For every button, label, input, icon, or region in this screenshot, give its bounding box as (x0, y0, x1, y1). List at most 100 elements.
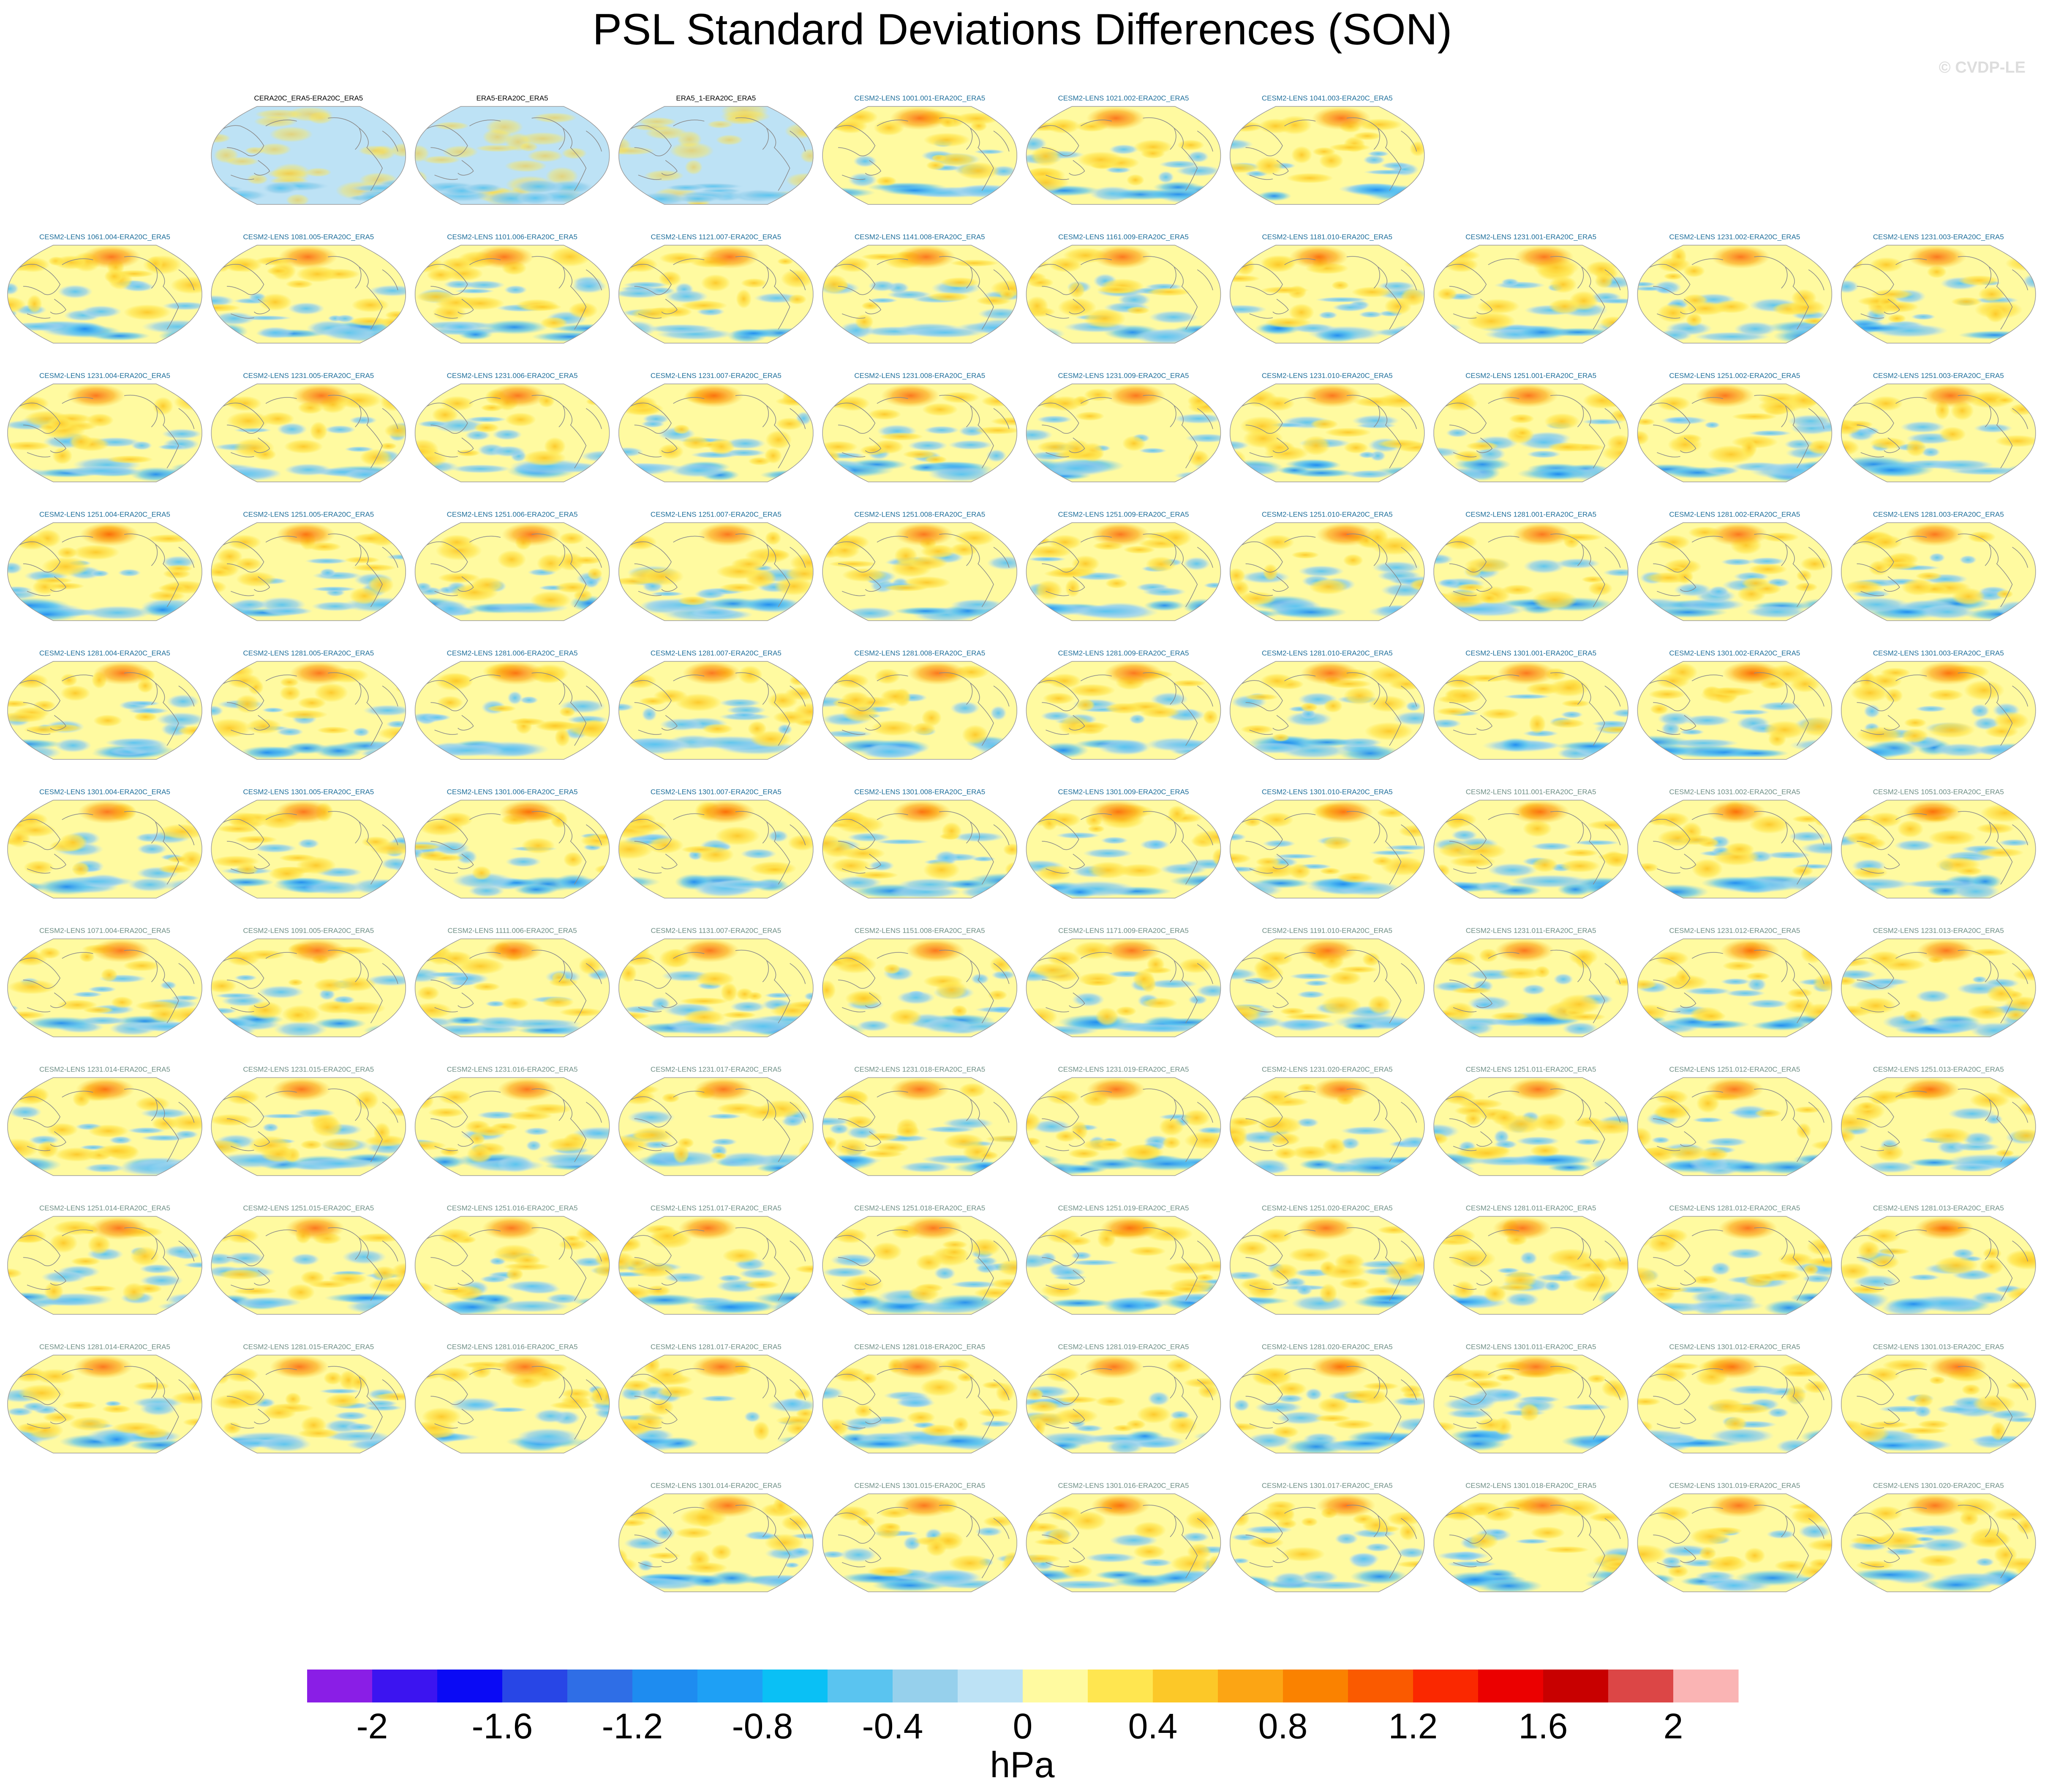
globe-outline (1230, 1354, 1425, 1454)
colorbar-swatch (893, 1670, 958, 1702)
globe-outline (211, 106, 406, 205)
panel-label: CESM2-LENS 1251.009-ERA20C_ERA5 (1058, 511, 1189, 519)
globe-outline (7, 522, 202, 621)
globe-outline (1026, 661, 1221, 760)
colorbar-swatch (1218, 1670, 1283, 1702)
map-panel: CESM2-LENS 1001.001-ERA20C_ERA5 (822, 94, 1017, 205)
map-panel: CESM2-LENS 1301.016-ERA20C_ERA5 (1026, 1482, 1221, 1592)
globe-outline (1841, 1493, 2036, 1592)
map-panel: CESM2-LENS 1251.012-ERA20C_ERA5 (1637, 1066, 1833, 1176)
panel-label: CESM2-LENS 1251.002-ERA20C_ERA5 (1669, 372, 1800, 380)
colorbar-swatch (1413, 1670, 1479, 1702)
globe-outline (822, 938, 1017, 1037)
globe-outline (1026, 383, 1221, 482)
panel-label: CESM2-LENS 1281.001-ERA20C_ERA5 (1465, 511, 1596, 519)
panel-label: CESM2-LENS 1301.007-ERA20C_ERA5 (651, 788, 782, 796)
map-panel: CESM2-LENS 1051.003-ERA20C_ERA5 (1841, 788, 2036, 899)
map-panel: CESM2-LENS 1151.008-ERA20C_ERA5 (822, 927, 1017, 1037)
globe-outline (211, 1354, 406, 1454)
globe-outline (822, 522, 1017, 621)
map-panel: CESM2-LENS 1281.008-ERA20C_ERA5 (822, 649, 1017, 760)
panel-label: CESM2-LENS 1281.005-ERA20C_ERA5 (243, 649, 374, 657)
panel-label: CESM2-LENS 1301.015-ERA20C_ERA5 (854, 1482, 985, 1490)
panel-label: CESM2-LENS 1251.010-ERA20C_ERA5 (1262, 511, 1393, 519)
panel-label: CESM2-LENS 1301.002-ERA20C_ERA5 (1669, 649, 1800, 657)
panel-label: CESM2-LENS 1231.019-ERA20C_ERA5 (1058, 1066, 1189, 1074)
panel-label: CESM2-LENS 1301.009-ERA20C_ERA5 (1058, 788, 1189, 796)
globe-outline (822, 661, 1017, 760)
map-panel: CESM2-LENS 1281.005-ERA20C_ERA5 (211, 649, 406, 760)
globe-outline (1841, 383, 2036, 482)
globe-outline (618, 383, 814, 482)
panel-label: CESM2-LENS 1101.006-ERA20C_ERA5 (447, 233, 577, 241)
panel-label: CESM2-LENS 1031.002-ERA20C_ERA5 (1669, 788, 1800, 796)
globe-outline (414, 1077, 610, 1176)
map-panel: CESM2-LENS 1081.005-ERA20C_ERA5 (211, 233, 406, 344)
panel-label: CESM2-LENS 1301.010-ERA20C_ERA5 (1262, 788, 1393, 796)
map-panel: CESM2-LENS 1301.013-ERA20C_ERA5 (1841, 1343, 2036, 1454)
globe-outline (1026, 1493, 1221, 1592)
globe-outline (1433, 1216, 1628, 1315)
panel-label: CESM2-LENS 1231.001-ERA20C_ERA5 (1465, 233, 1596, 241)
globe-outline (1433, 799, 1628, 899)
colorbar-swatch (1608, 1670, 1674, 1702)
map-panel: ERA5_1-ERA20C_ERA5 (618, 94, 814, 205)
map-panel: CESM2-LENS 1281.014-ERA20C_ERA5 (7, 1343, 202, 1454)
map-panel: CESM2-LENS 1281.018-ERA20C_ERA5 (822, 1343, 1017, 1454)
globe-outline (1026, 1216, 1221, 1315)
watermark: © CVDP-LE (1939, 59, 2026, 76)
map-panel: CESM2-LENS 1281.001-ERA20C_ERA5 (1433, 511, 1628, 621)
map-panel: CESM2-LENS 1301.019-ERA20C_ERA5 (1637, 1482, 1833, 1592)
panel-label: CESM2-LENS 1011.001-ERA20C_ERA5 (1466, 788, 1596, 796)
panel-label: CESM2-LENS 1231.005-ERA20C_ERA5 (243, 372, 374, 380)
globe-outline (1230, 383, 1425, 482)
globe-outline (1637, 938, 1833, 1037)
panel-label: CESM2-LENS 1151.008-ERA20C_ERA5 (855, 927, 985, 935)
globe-outline (1637, 522, 1833, 621)
colorbar-swatch (1088, 1670, 1153, 1702)
panel-label: CESM2-LENS 1231.014-ERA20C_ERA5 (39, 1066, 170, 1074)
colorbar-tick-label: 0.4 (1128, 1706, 1178, 1746)
panel-label: CESM2-LENS 1111.006-ERA20C_ERA5 (448, 927, 577, 935)
colorbar-unit-label: hPa (990, 1745, 1054, 1785)
map-panel: CESM2-LENS 1231.011-ERA20C_ERA5 (1433, 927, 1628, 1037)
panel-label: CESM2-LENS 1301.005-ERA20C_ERA5 (243, 788, 374, 796)
panel-label: CESM2-LENS 1251.007-ERA20C_ERA5 (651, 511, 782, 519)
panel-label: CESM2-LENS 1301.001-ERA20C_ERA5 (1465, 649, 1596, 657)
colorbar-tick-label: -2 (357, 1706, 388, 1746)
map-panel: CESM2-LENS 1281.015-ERA20C_ERA5 (211, 1343, 406, 1454)
colorbar-swatch (502, 1670, 568, 1702)
panel-label: CESM2-LENS 1251.016-ERA20C_ERA5 (447, 1204, 578, 1212)
colorbar-tick-label: -1.2 (602, 1706, 663, 1746)
globe-outline (822, 1216, 1017, 1315)
map-panel: CESM2-LENS 1301.007-ERA20C_ERA5 (618, 788, 814, 899)
map-panel: CESM2-LENS 1301.004-ERA20C_ERA5 (7, 788, 202, 899)
globe-outline (1230, 106, 1425, 205)
colorbar-swatch (307, 1670, 373, 1702)
colorbar-swatch (632, 1670, 698, 1702)
colorbar: -2 -1.6 -1.2 -0.8 -0.4 0 0.4 0.8 1.2 1.6 2 (307, 1670, 1739, 1746)
globe-outline (211, 938, 406, 1037)
map-panel: CESM2-LENS 1091.005-ERA20C_ERA5 (211, 927, 406, 1037)
panel-label: CESM2-LENS 1281.008-ERA20C_ERA5 (854, 649, 985, 657)
panel-label: CESM2-LENS 1231.012-ERA20C_ERA5 (1669, 927, 1800, 935)
map-panel: CESM2-LENS 1281.006-ERA20C_ERA5 (414, 649, 610, 760)
map-panel: CESM2-LENS 1231.002-ERA20C_ERA5 (1637, 233, 1833, 344)
globe-outline (1230, 245, 1425, 344)
panel-label: CESM2-LENS 1251.001-ERA20C_ERA5 (1465, 372, 1596, 380)
colorbar-swatch (762, 1670, 828, 1702)
colorbar-swatch (1283, 1670, 1348, 1702)
map-panel: CESM2-LENS 1251.006-ERA20C_ERA5 (414, 511, 610, 621)
globe-outline (1637, 661, 1833, 760)
panel-label: CESM2-LENS 1281.011-ERA20C_ERA5 (1466, 1204, 1596, 1212)
globe-outline (1230, 522, 1425, 621)
panel-label: CESM2-LENS 1281.016-ERA20C_ERA5 (447, 1343, 578, 1351)
globe-outline (1841, 661, 2036, 760)
panel-label: CESM2-LENS 1251.012-ERA20C_ERA5 (1669, 1066, 1800, 1074)
map-panel: CESM2-LENS 1251.008-ERA20C_ERA5 (822, 511, 1017, 621)
panel-label: CESM2-LENS 1231.016-ERA20C_ERA5 (447, 1066, 578, 1074)
panel-label: CESM2-LENS 1231.002-ERA20C_ERA5 (1669, 233, 1800, 241)
globe-outline (618, 1493, 814, 1592)
map-panel: CESM2-LENS 1301.020-ERA20C_ERA5 (1841, 1482, 2036, 1592)
map-panel: CESM2-LENS 1231.012-ERA20C_ERA5 (1637, 927, 1833, 1037)
